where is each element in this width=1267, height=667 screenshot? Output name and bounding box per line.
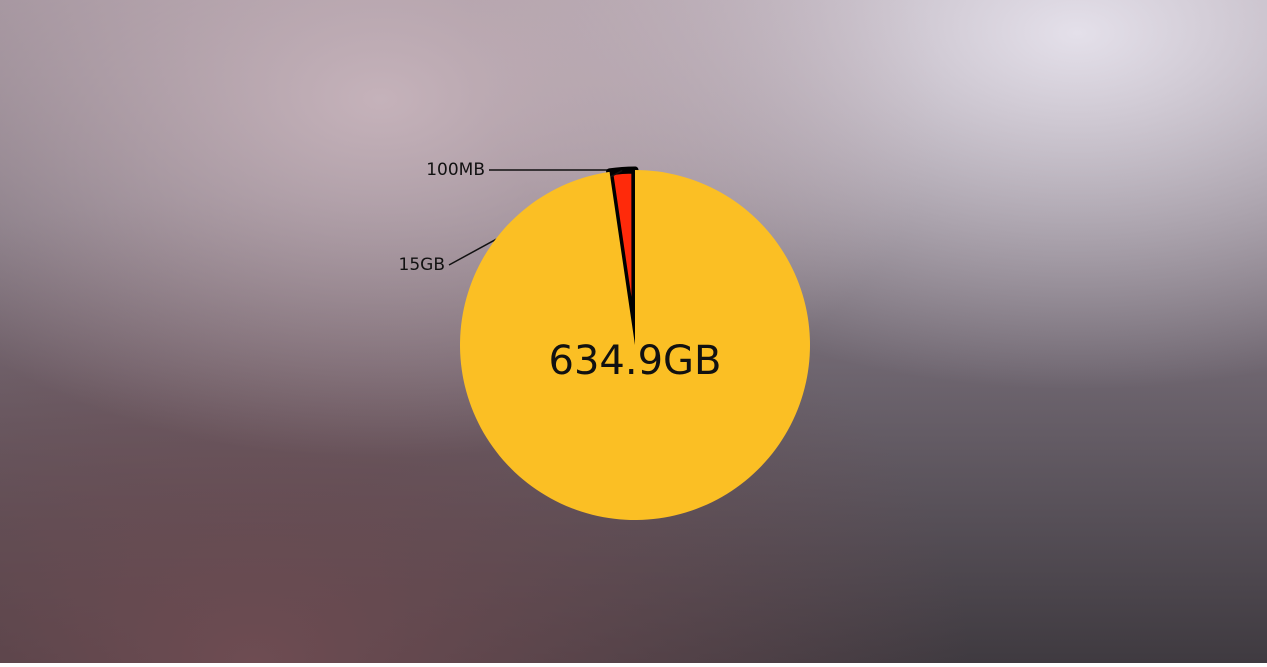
slice-label: 634.9GB — [549, 338, 722, 384]
slice-label: 15GB — [399, 255, 445, 275]
slice-label: 100MB — [426, 160, 485, 180]
